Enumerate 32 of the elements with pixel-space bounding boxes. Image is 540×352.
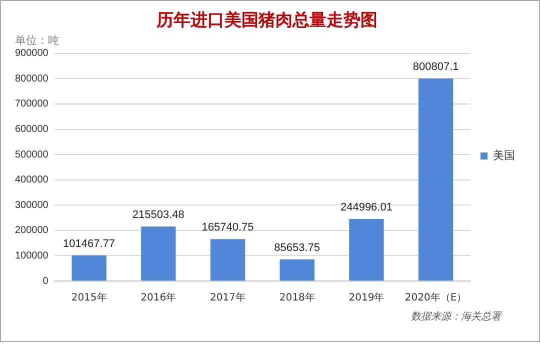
y-tick-label: 0 <box>42 276 49 287</box>
y-tick-label: 500000 <box>14 149 49 160</box>
data-label: 85653.75 <box>274 242 320 254</box>
legend-label: 美国 <box>493 148 515 162</box>
y-tick-label: 300000 <box>14 200 49 211</box>
x-tick-label: 2020年（E） <box>404 292 467 304</box>
data-label: 244996.01 <box>340 202 392 214</box>
y-axis-title: 单位：吨 <box>15 34 59 47</box>
x-tick-label: 2016年 <box>140 292 176 304</box>
bar <box>210 239 246 280</box>
y-tick-label: 700000 <box>14 98 49 110</box>
x-tick-label: 2019年 <box>348 292 384 304</box>
x-tick-label: 2018年 <box>279 292 315 304</box>
data-label: 165740.75 <box>202 222 254 234</box>
y-tick-label: 100000 <box>14 250 49 262</box>
bar <box>280 259 314 280</box>
y-tick-label: 200000 <box>14 225 49 236</box>
bar <box>141 226 176 280</box>
y-tick-label: 600000 <box>14 124 49 136</box>
data-label: 215503.48 <box>132 209 184 222</box>
x-tick-label: 2017年 <box>210 292 246 304</box>
data-label: 101467.77 <box>63 238 116 250</box>
data-label: 800807.1 <box>412 61 459 74</box>
y-tick-label: 800000 <box>14 73 49 84</box>
bar <box>72 255 106 280</box>
x-tick-label: 2015年 <box>71 292 107 304</box>
bar <box>349 219 384 280</box>
chart-title: 历年进口美国猪肉总量走势图 <box>156 10 378 30</box>
y-tick-label: 400000 <box>14 174 49 186</box>
bar <box>418 78 454 280</box>
source-note: 数据来源：海关总署 <box>411 310 502 323</box>
y-tick-label: 900000 <box>14 48 49 60</box>
